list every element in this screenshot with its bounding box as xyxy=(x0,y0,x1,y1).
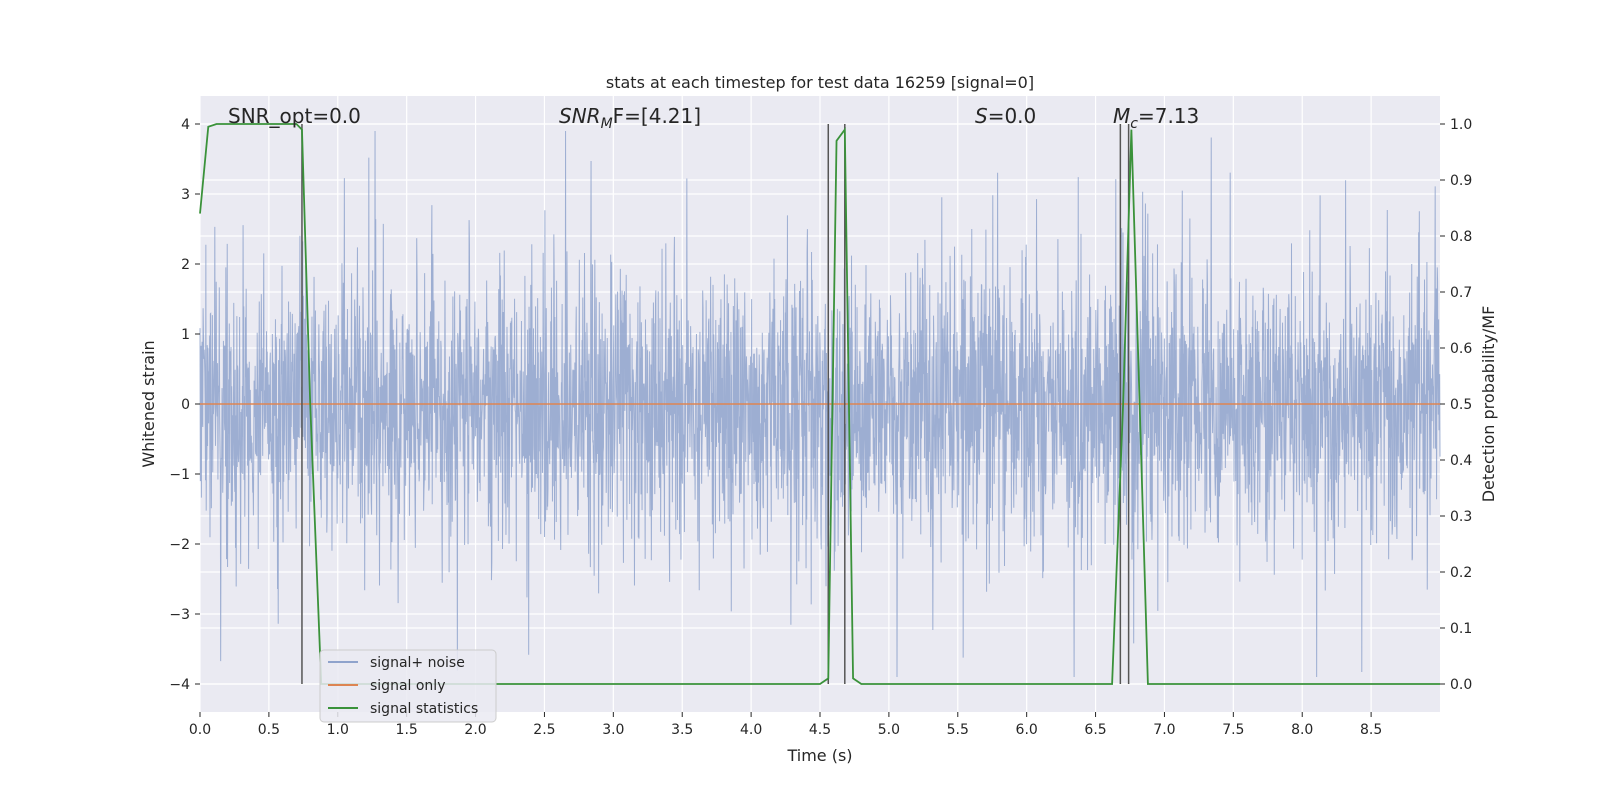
x-tick-label: 8.5 xyxy=(1360,722,1382,738)
x-tick-label: 6.0 xyxy=(1016,722,1038,738)
annotation-snr-opt: SNR_opt=0.0 xyxy=(228,104,361,128)
x-tick-label: 3.5 xyxy=(671,722,693,738)
annotation-snr-mf-symbol: SNR xyxy=(559,104,601,128)
y-axis-label: Whitened strain xyxy=(139,340,158,467)
annotation-s: S=0.0 xyxy=(975,104,1036,128)
signal-noise-line xyxy=(199,130,1441,678)
y-right-tick-label: 0.6 xyxy=(1450,341,1472,357)
annotation-snr-mf-subscript: M xyxy=(601,116,613,132)
x-tick-label: 6.5 xyxy=(1084,722,1106,738)
y-right-tick-label: 0.5 xyxy=(1450,397,1472,413)
y-right-tick-label: 0.2 xyxy=(1450,565,1472,581)
annotation-snr-mf-value: F=[4.21] xyxy=(613,104,701,128)
y-axis-right-label: Detection probability/MF xyxy=(1479,306,1498,503)
annotation-mc-symbol: M xyxy=(1113,104,1130,128)
y-tick-label: 1 xyxy=(181,327,190,343)
legend-label-signal-only: signal only xyxy=(370,678,445,694)
y-right-tick-label: 1.0 xyxy=(1450,117,1472,133)
x-axis-label: Time (s) xyxy=(786,746,852,765)
x-tick-label: 1.0 xyxy=(327,722,349,738)
signal-statistics-series xyxy=(199,123,1440,685)
x-tick-label: 0.0 xyxy=(189,722,211,738)
annotation-mc-subscript: c xyxy=(1130,116,1138,132)
x-tick-label: 7.0 xyxy=(1153,722,1175,738)
x-tick-label: 2.0 xyxy=(464,722,486,738)
x-tick-label: 0.5 xyxy=(258,722,280,738)
y-tick-label: −4 xyxy=(169,677,190,693)
y-right-tick-label: 0.7 xyxy=(1450,285,1472,301)
x-tick-label: 8.0 xyxy=(1291,722,1313,738)
y-right-tick-label: 0.4 xyxy=(1450,453,1472,469)
y-tick-label: 3 xyxy=(181,187,190,203)
y-right-tick-label: 0.1 xyxy=(1450,621,1472,637)
x-tick-label: 3.0 xyxy=(602,722,624,738)
y-right-tick-label: 0.0 xyxy=(1450,677,1472,693)
y-tick-label: 2 xyxy=(181,257,190,273)
legend: signal+ noise signal only signal statist… xyxy=(319,649,497,723)
legend-label-signal-noise: signal+ noise xyxy=(370,655,465,671)
y-right-tick-label: 0.9 xyxy=(1450,173,1472,189)
x-tick-label: 5.0 xyxy=(878,722,900,738)
signal-statistics-line xyxy=(199,123,1440,685)
x-tick-label: 4.0 xyxy=(740,722,762,738)
x-tick-label: 4.5 xyxy=(809,722,831,738)
annotation-s-value: =0.0 xyxy=(988,104,1037,128)
annotation-s-symbol: S xyxy=(975,104,988,128)
tick-labels: 0.0 0.5 1.0 1.5 2.0 2.5 3.0 3.5 4.0 4.5 5.0 5.5 6.0 6… xyxy=(169,117,1472,738)
x-tick-label: 1.5 xyxy=(396,722,418,738)
y-tick-label: −2 xyxy=(169,537,190,553)
y-tick-label: 0 xyxy=(181,397,190,413)
annotation-mc-value: =7.13 xyxy=(1138,104,1199,128)
signal-noise-series xyxy=(199,130,1441,678)
x-tick-label: 7.5 xyxy=(1222,722,1244,738)
legend-box xyxy=(319,649,497,723)
y-tick-label: 4 xyxy=(181,117,190,133)
legend-label-signal-statistics: signal statistics xyxy=(370,701,478,717)
x-tick-label: 5.5 xyxy=(947,722,969,738)
annotation-mc: Mc=7.13 xyxy=(1113,104,1199,132)
y-right-tick-label: 0.8 xyxy=(1450,229,1472,245)
y-right-tick-label: 0.3 xyxy=(1450,509,1472,525)
x-tick-label: 2.5 xyxy=(533,722,555,738)
annotation-snr-mf: SNRMF=[4.21] xyxy=(559,104,701,132)
y-tick-label: −3 xyxy=(169,607,190,623)
chart-title: stats at each timestep for test data 162… xyxy=(606,73,1034,92)
y-tick-label: −1 xyxy=(169,467,190,483)
